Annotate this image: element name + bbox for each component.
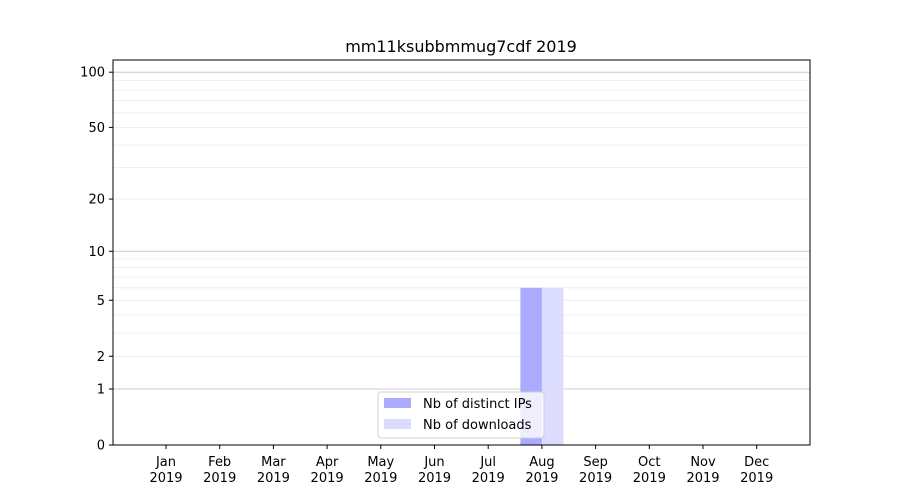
x-tick-label: Oct 2019	[633, 455, 666, 486]
x-tick-label: Mar 2019	[257, 455, 290, 486]
plot-frame	[112, 59, 811, 446]
grid	[113, 71, 810, 390]
y-tick-label: 2	[97, 350, 105, 365]
y-tick-label: 10	[88, 245, 105, 260]
x-tick-label: Dec 2019	[740, 455, 773, 486]
y-tick-label: 5	[97, 294, 105, 309]
x-tick-label: Apr 2019	[311, 455, 344, 486]
chart-title: mm11ksubbmmug7cdf 2019	[345, 37, 577, 56]
y-tick-label: 0	[97, 439, 105, 454]
x-tick-label: May 2019	[364, 455, 397, 486]
y-tick-label: 100	[80, 66, 105, 81]
y-tick-label: 20	[88, 193, 105, 208]
x-tick-label: Feb 2019	[203, 455, 236, 486]
legend: Nb of distinct IPs Nb of downloads	[377, 391, 545, 439]
x-axis: Jan 2019 Feb 2019 Mar 2019 Apr 2019 May 2019 Jun 20…	[149, 445, 773, 486]
x-tick-label: Sep 2019	[579, 455, 612, 486]
y-axis: 0 1 2 5 10 20 50 100	[80, 66, 113, 454]
x-tick-label: Jul 2019	[472, 455, 505, 486]
x-tick-label: Aug 2019	[525, 455, 558, 486]
legend-box	[377, 391, 545, 439]
y-tick-label: 1	[97, 383, 105, 398]
legend-swatch	[384, 398, 411, 408]
legend-label: Nb of distinct IPs	[423, 397, 532, 412]
bar-nb-of-downloads	[541, 287, 564, 445]
x-tick-label: Jan 2019	[149, 455, 182, 486]
legend-swatch	[384, 419, 411, 429]
legend-label: Nb of downloads	[423, 418, 532, 433]
y-tick-label: 50	[88, 121, 105, 136]
x-tick-label: Jun 2019	[418, 455, 451, 486]
x-tick-label: Nov 2019	[686, 455, 719, 486]
